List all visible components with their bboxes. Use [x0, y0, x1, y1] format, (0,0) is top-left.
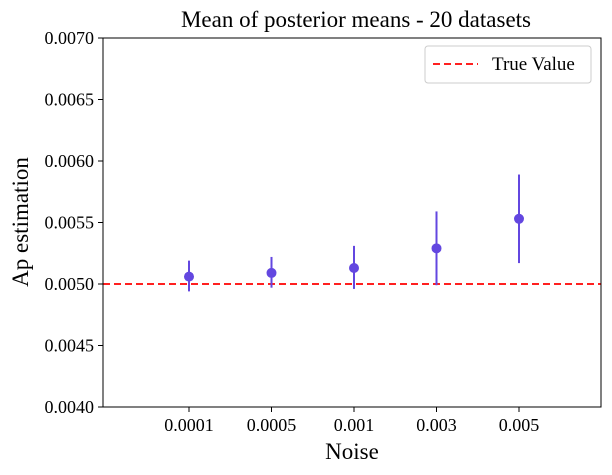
y-axis-label: Ap estimation: [8, 157, 33, 287]
plot-area-frame: [102, 37, 602, 408]
x-tick-label: 0.001: [334, 415, 375, 435]
data-point: [266, 267, 277, 278]
data-point: [514, 213, 524, 224]
y-axis-ticks: 0.0040 0.0045 0.0050 0.0055 0.0060 0.0065 0.00…: [45, 28, 103, 417]
data-point: [349, 263, 359, 274]
legend: True Value: [424, 45, 592, 84]
y-tick-label: 0.0050: [45, 274, 95, 294]
x-axis-ticks: 0.0001 0.0005 0.001 0.003 0.005: [164, 407, 539, 435]
y-tick-label: 0.0040: [45, 397, 95, 417]
y-tick-label: 0.0070: [45, 28, 95, 48]
y-tick-label: 0.0060: [45, 151, 95, 171]
y-tick-label: 0.0065: [45, 90, 95, 110]
x-tick-label: 0.0005: [247, 415, 297, 435]
data-point: [431, 243, 442, 254]
x-tick-label: 0.0001: [164, 415, 214, 435]
y-tick-label: 0.0045: [45, 336, 95, 356]
x-axis-label: Noise: [325, 439, 379, 464]
data-point: [184, 271, 194, 282]
x-tick-label: 0.005: [499, 415, 540, 435]
x-tick-label: 0.003: [416, 415, 457, 435]
data-points: [184, 174, 524, 292]
legend-label: True Value: [492, 54, 575, 75]
legend-frame: [424, 45, 592, 84]
y-tick-label: 0.0055: [45, 213, 95, 233]
chart-title: Mean of posterior means - 20 datasets: [181, 7, 531, 32]
